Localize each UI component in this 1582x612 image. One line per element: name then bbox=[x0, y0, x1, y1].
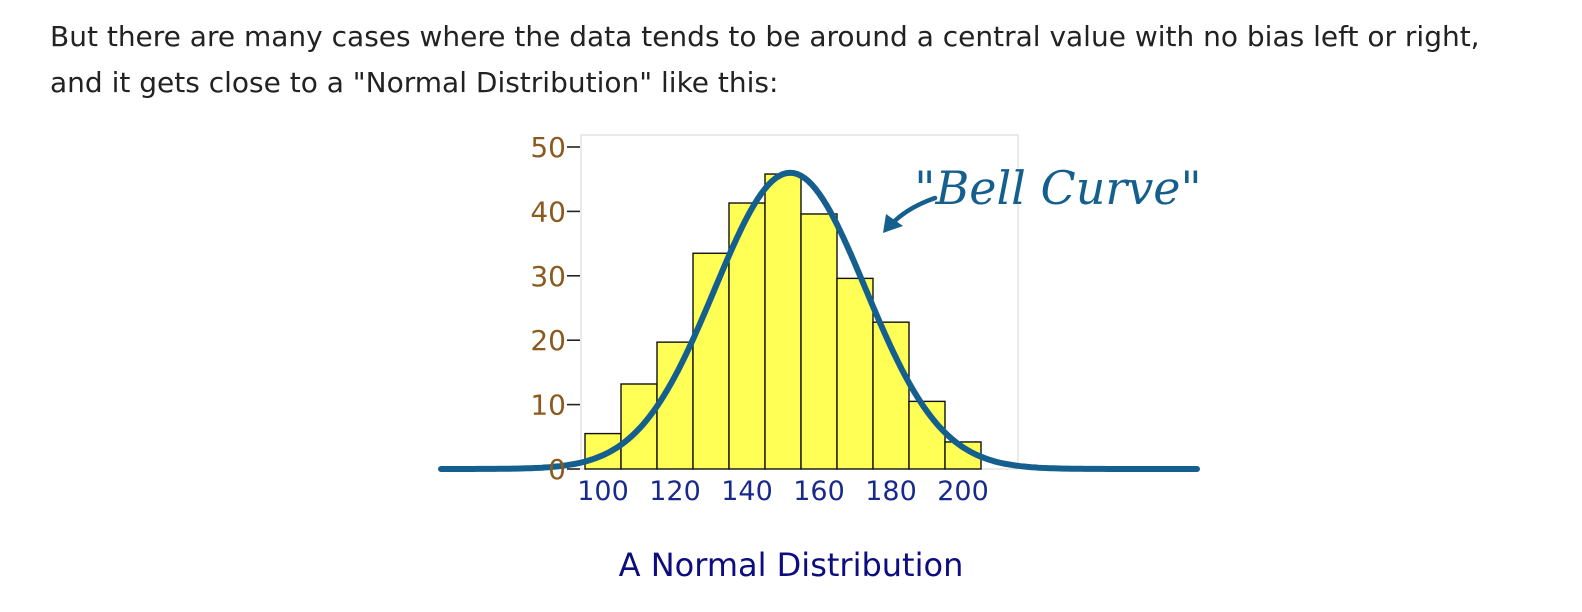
y-axis: 0 10 20 30 40 50 bbox=[530, 131, 580, 486]
y-tick-label: 40 bbox=[530, 195, 566, 228]
histogram-bar bbox=[800, 213, 838, 470]
histogram-bars bbox=[584, 173, 982, 470]
x-tick-label: 160 bbox=[793, 476, 845, 507]
x-axis: 100 120 140 160 180 200 bbox=[577, 476, 989, 507]
y-tick-label: 30 bbox=[530, 260, 566, 293]
y-tick-label: 0 bbox=[548, 453, 566, 486]
histogram-bar bbox=[656, 341, 694, 470]
x-tick-label: 100 bbox=[577, 476, 629, 507]
annotation-arrowhead-icon bbox=[883, 214, 903, 233]
histogram-bar bbox=[692, 252, 730, 470]
x-tick-label: 140 bbox=[721, 476, 773, 507]
x-tick-label: 120 bbox=[649, 476, 701, 507]
chart-caption: A Normal Distribution bbox=[618, 546, 964, 584]
x-tick-label: 200 bbox=[937, 476, 989, 507]
y-tick-label: 20 bbox=[530, 324, 566, 357]
histogram-bar bbox=[836, 277, 874, 470]
y-tick-label: 10 bbox=[530, 389, 566, 422]
histogram-bar bbox=[764, 173, 802, 470]
intro-paragraph: But there are many cases where the data … bbox=[50, 20, 1480, 99]
y-tick-label: 50 bbox=[530, 131, 566, 164]
x-tick-label: 180 bbox=[865, 476, 917, 507]
bell-curve-line bbox=[438, 169, 1200, 472]
bell-curve-annotation: "Bell Curve" bbox=[914, 161, 1201, 215]
